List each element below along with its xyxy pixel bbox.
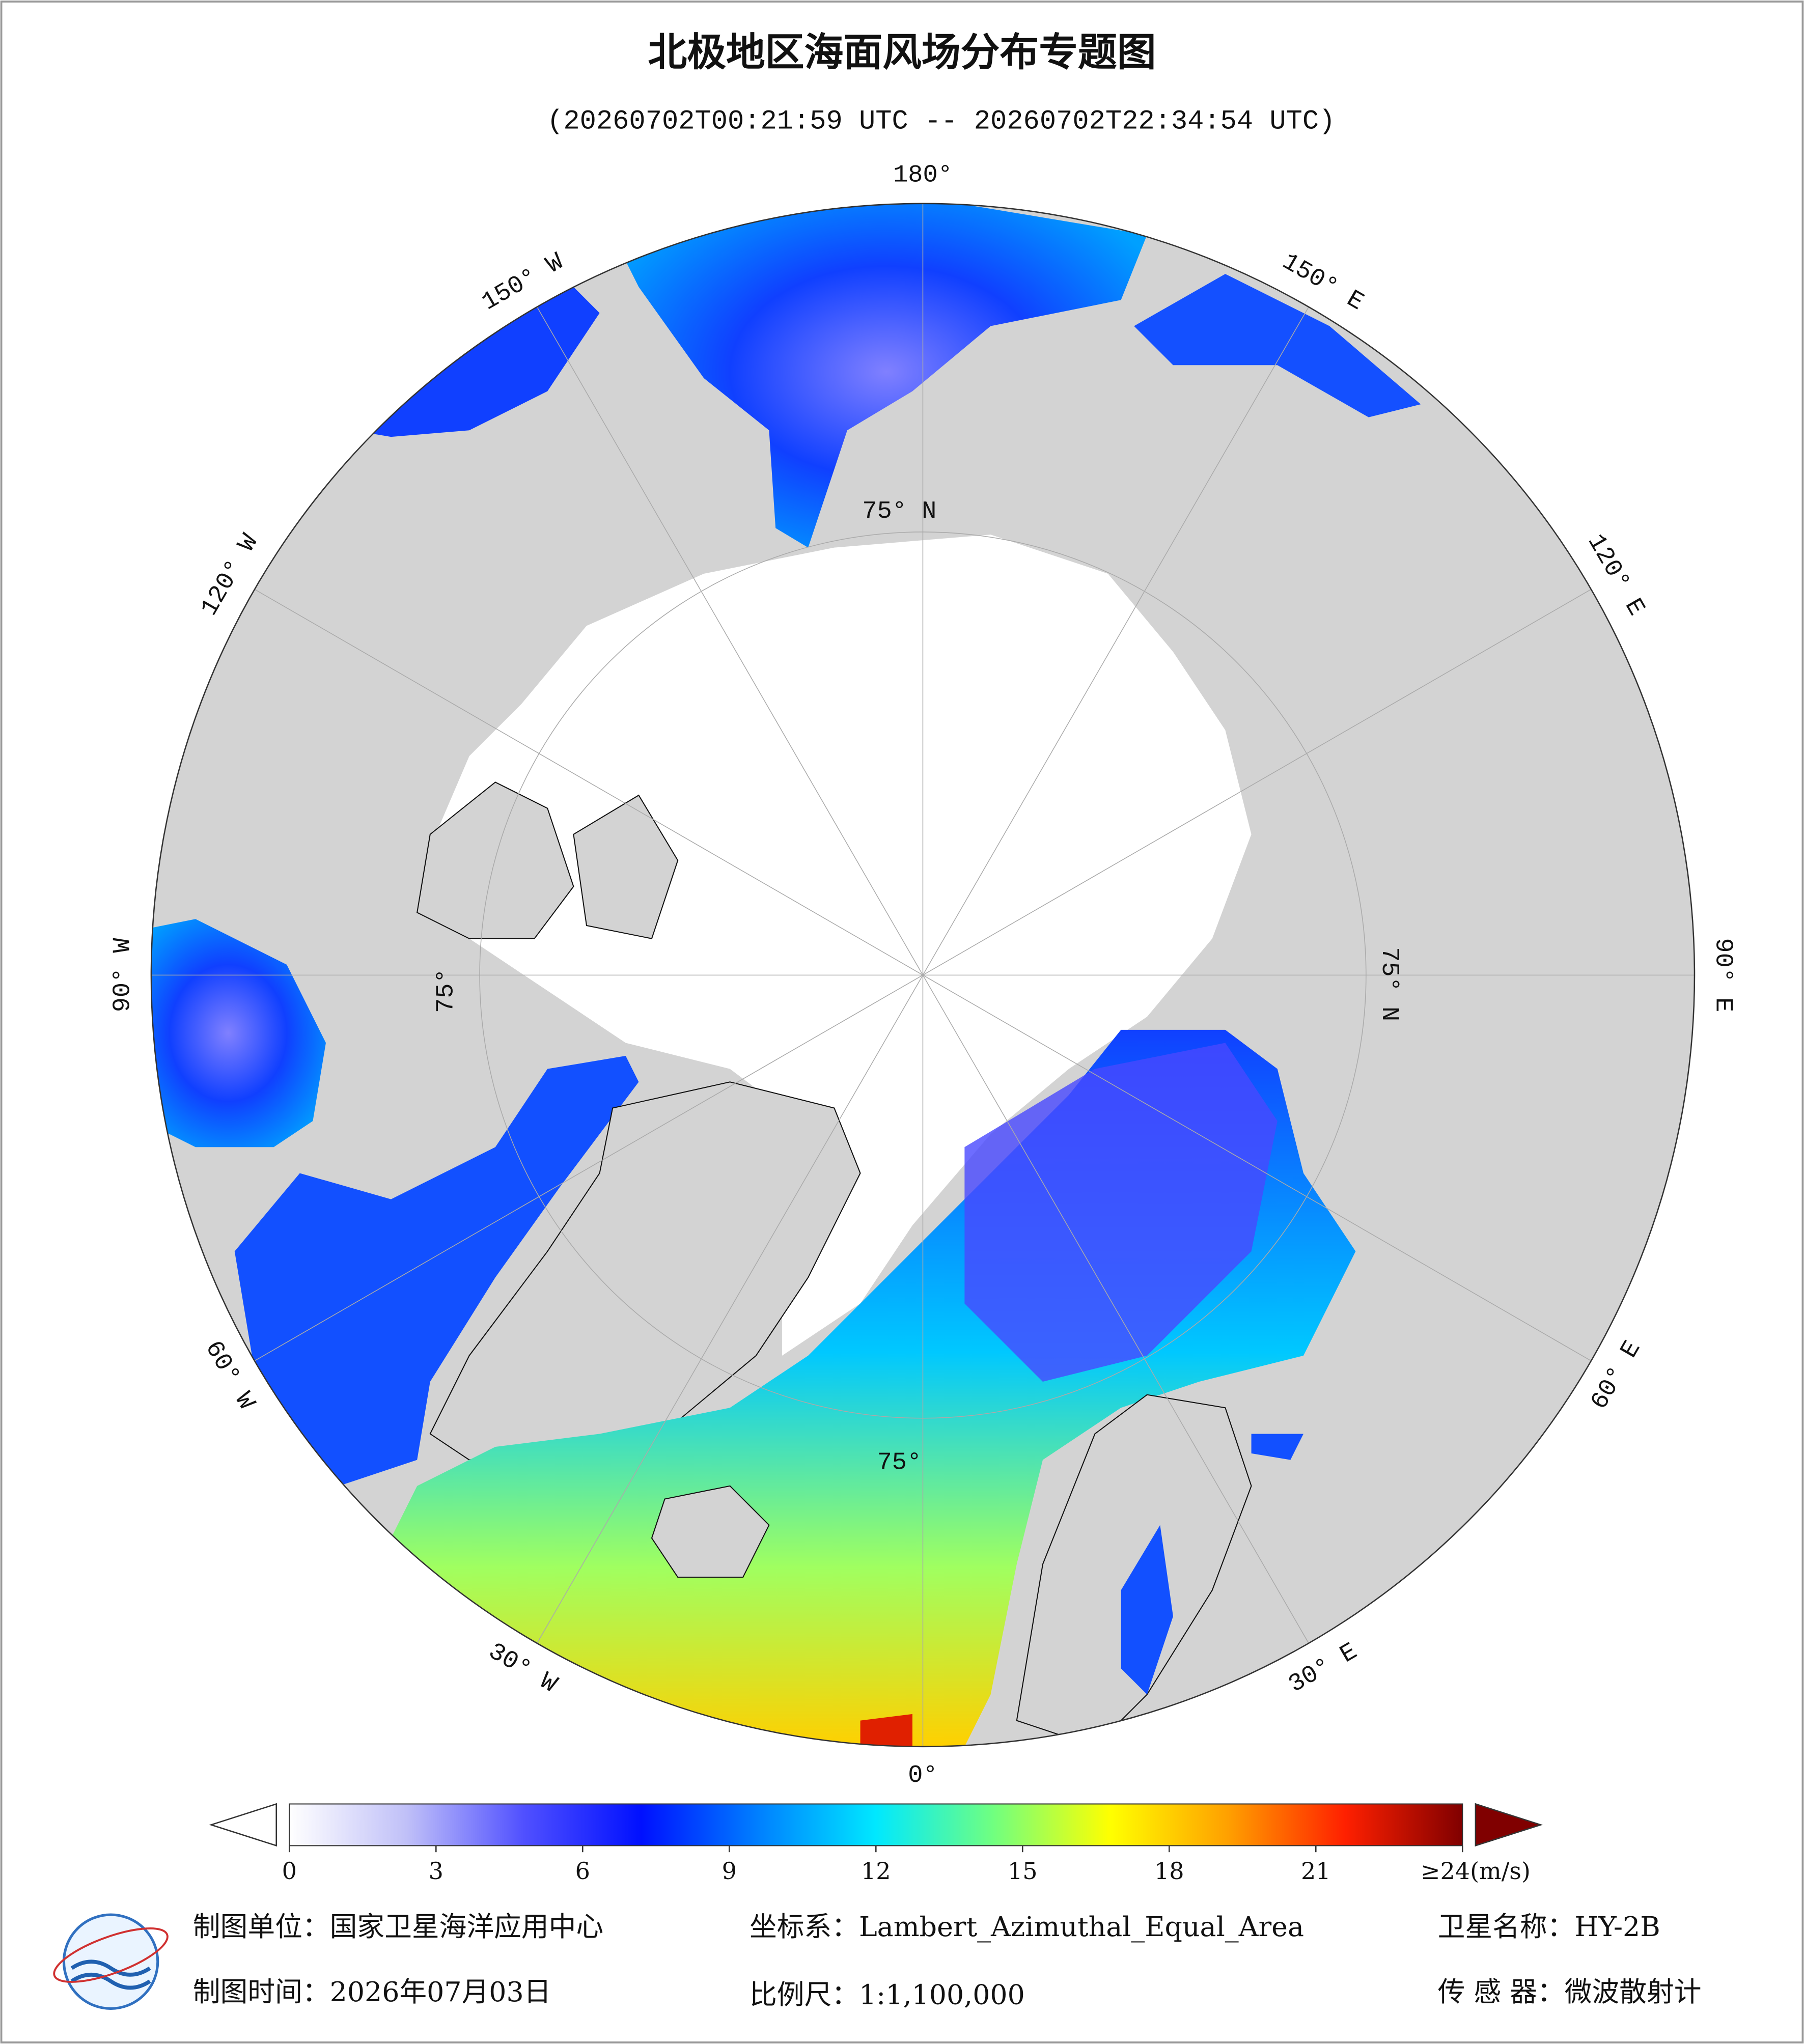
meridian [923,974,1592,1361]
meridian [254,974,923,1361]
longitude-label: 0° [908,1761,937,1789]
colorbar-tick-label: 21 [1301,1857,1331,1885]
footer-text: 卫星名称：HY-2B [1438,1911,1660,1943]
latitude-label: 75° N [862,497,936,525]
latitude-label: 75° [432,968,460,1013]
title: 北极地区海面风场分布专题图 [648,30,1156,75]
meridian [923,589,1592,976]
colorbar-over-arrow [1475,1803,1543,1847]
ocean-wind-area [860,1714,912,1747]
ocean-wind-area [352,274,600,437]
colorbar-tick-label: 18 [1154,1857,1184,1885]
meridian [537,306,924,975]
colorbar [289,1803,1463,1846]
logo [53,1913,169,2010]
colorbar-tick-label: 15 [1008,1857,1038,1885]
island [417,781,574,939]
ocean-wind-area [964,1043,1278,1382]
colorbar-under-arrow [209,1803,277,1847]
colorbar-tick-label: 3 [429,1857,443,1885]
meridian [922,974,1309,1644]
meridian [922,306,1309,975]
colorbar-tick-label: 6 [575,1857,590,1885]
meridian [537,974,924,1644]
latitude-label: 75° N [1375,947,1403,1021]
ocean-wind-area [625,203,1147,548]
footer-text: 比例尺：1:1,100,000 [750,1978,1025,2010]
longitude-label: 180° [893,161,953,189]
sea-ice [430,535,1252,1356]
footer-text: 制图单位：国家卫星海洋应用中心 [193,1911,603,1943]
graticule [151,203,1695,1747]
footer: 制图单位：国家卫星海洋应用中心 坐标系：Lambert_Azimuthal_Equ… [193,1911,1702,2010]
colorbar-tick-label: ≥24(m/s) [1421,1857,1531,1885]
subtitle: (20260702T00:21:59 UTC -- 20260702T22:34… [547,106,1335,137]
map-body [151,203,1695,1747]
footer-text: 制图时间：2026年07月03日 [193,1976,551,2008]
longitude-label: 90° W [108,938,136,1013]
map-outline [150,203,1696,1748]
latitude-label: 75° [877,1449,922,1477]
footer-text: 传 感 器：微波散射计 [1438,1976,1702,2008]
meridian [254,589,923,976]
footer-text: 坐标系：Lambert_Azimuthal_Equal_Area [750,1911,1304,1943]
colorbar-tick-label: 0 [282,1857,297,1885]
ocean-wind-area [234,1056,639,1486]
colorbar-ticks: 0 3 6 9 12 15 18 21 ≥24(m/s) [282,1845,1531,1885]
ocean-wind-area [1134,274,1421,417]
ocean-wind-area [151,919,326,1147]
longitude-label: 90° E [1709,938,1737,1012]
ocean-wind-area [1251,1434,1303,1460]
ocean-wind-area [1121,1525,1173,1695]
island [573,794,679,939]
iceland [651,1485,770,1578]
colorbar-tick-label: 12 [861,1857,891,1885]
colorbar-tick-label: 9 [722,1857,737,1885]
